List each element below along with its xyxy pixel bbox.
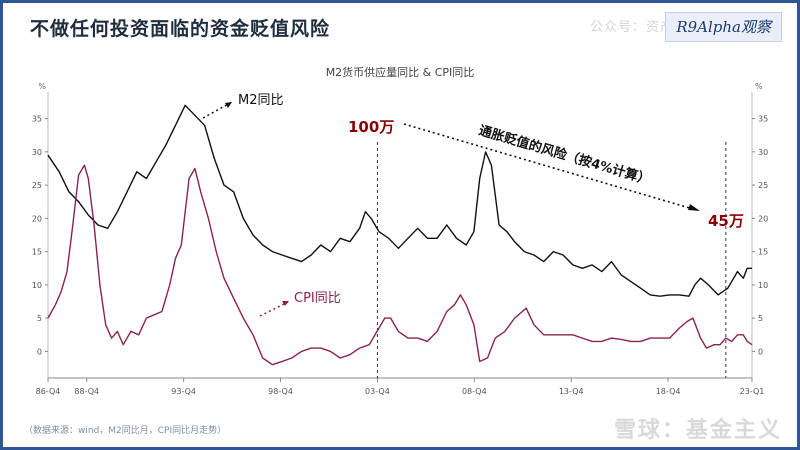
m2-label-arrowhead (225, 102, 232, 108)
y-tick-label-right: 25 (758, 181, 768, 190)
y-tick-label-right: 15 (758, 248, 768, 257)
x-tick-label: 13-Q4 (559, 387, 584, 396)
brand-logo: R9Alpha观察 (665, 12, 782, 42)
y-tick-label-right: 20 (758, 214, 768, 223)
cpi-label-pointer (259, 301, 289, 317)
start-value-label: 100万 (348, 118, 394, 136)
y-unit-left: % (38, 82, 46, 91)
y-tick-label-left: 0 (37, 347, 42, 356)
y-tick-label-right: 35 (758, 115, 768, 124)
m2-series-line (47, 104, 752, 297)
y-tick-label-left: 20 (32, 214, 42, 223)
y-tick-label-left: 15 (32, 248, 42, 257)
m2-label-pointer (202, 101, 233, 119)
risk-arrowhead (688, 204, 700, 211)
x-tick-label: 88-Q4 (74, 387, 99, 396)
risk-arrow-line (403, 123, 694, 210)
risk-label: 通胀贬值的风险（按4%计算） (477, 122, 652, 188)
y-tick-label-right: 0 (758, 347, 763, 356)
cpi-label: CPI同比 (294, 291, 341, 306)
end-value-label: 45万 (708, 212, 744, 230)
y-tick-label-right: 30 (758, 148, 768, 157)
cpi-label-arrowhead (282, 301, 289, 306)
watermark-top: 公众号：资产配 (589, 20, 688, 35)
y-tick-label-left: 30 (32, 148, 42, 157)
y-tick-label-right: 5 (758, 314, 763, 323)
x-tick-label: 03-Q4 (365, 387, 390, 396)
source-note: （数据来源：wind，M2同比月，CPI同比月走势） (24, 426, 227, 436)
y-tick-label-right: 10 (758, 281, 768, 290)
x-tick-label: 86-Q4 (36, 387, 61, 396)
slide-title: 不做任何投资面临的资金贬值风险 (30, 18, 331, 40)
x-tick-label: 08-Q4 (462, 387, 487, 396)
y-tick-label-left: 10 (32, 281, 42, 290)
m2-label: M2同比 (238, 93, 284, 108)
chart-title: M2货币供应量同比 & CPI同比 (326, 65, 475, 79)
y-tick-label-left: 5 (37, 314, 42, 323)
x-tick-label: 93-Q4 (171, 387, 196, 396)
x-tick-label: 98-Q4 (268, 387, 293, 396)
cpi-series-line (47, 164, 753, 366)
y-tick-label-left: 25 (32, 181, 42, 190)
y-tick-label-left: 35 (32, 115, 42, 124)
y-unit-right: % (755, 82, 763, 91)
x-tick-label: 18-Q4 (656, 387, 681, 396)
x-tick-label: 23-Q1 (740, 387, 765, 396)
watermark-bottom: 雪球：基金主义 (613, 418, 782, 443)
